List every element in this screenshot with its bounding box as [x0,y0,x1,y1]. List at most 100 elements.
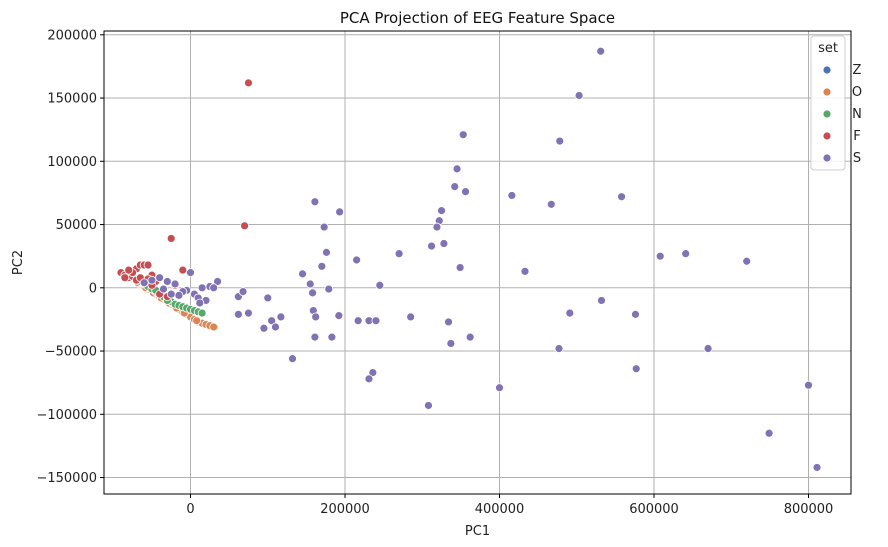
x-tick-label: 400000 [475,502,525,517]
data-point [427,241,436,251]
data-point [631,309,640,319]
grid [104,31,851,494]
legend-title: set [818,41,838,56]
data-point [742,256,752,266]
data-point [631,364,641,374]
data-point [681,249,691,259]
legend-label: N [852,107,862,122]
legend-marker [822,65,832,75]
data-point [371,316,381,326]
legend-marker [822,109,832,119]
data-point [147,275,157,285]
legend-marker [822,153,832,163]
data-point [271,322,280,332]
y-axis-ticks: −150000 −100000 −50000 0 50000 100000 150000 20… [36,28,104,486]
data-point [364,374,374,384]
data-point [458,130,468,140]
data-point [162,277,172,286]
data-point [234,309,243,319]
data-point [554,344,564,353]
data-point [319,222,329,232]
legend-box [810,35,846,171]
data-point [244,308,253,318]
data-point [375,280,385,290]
data-points [116,46,822,472]
data-point [322,247,331,257]
legend-label: F [853,129,860,144]
data-point [186,268,195,278]
y-tick-label: 0 [89,281,97,296]
data-point [298,269,307,279]
y-tick-label: 100000 [47,155,97,170]
data-point [311,312,321,322]
data-point [450,182,460,191]
data-point [195,298,205,308]
data-point [155,273,165,283]
x-tick-label: 600000 [629,502,679,517]
data-point [276,312,286,322]
data-point [238,287,248,296]
legend-marker [822,131,832,141]
chart-title: PCA Projection of EEG Feature Space [340,9,615,27]
data-point [597,296,606,305]
data-point [455,263,465,272]
data-point [461,187,470,197]
data-point [166,289,176,299]
data-point [555,136,565,146]
data-point [353,316,363,326]
data-point [617,192,626,202]
data-point [139,278,149,288]
data-point [166,234,176,243]
data-point [406,312,416,322]
data-point [764,428,774,438]
y-tick-label: −100000 [36,408,97,423]
data-point [317,261,327,271]
x-tick-label: 800000 [784,502,834,517]
data-point [574,91,584,100]
data-point [335,207,345,217]
x-tick-label: 0 [186,502,194,517]
data-point [124,265,134,275]
data-point [368,368,378,377]
data-point [703,344,713,353]
data-point [288,354,297,364]
y-tick-label: 150000 [47,92,97,107]
series-s [139,46,822,472]
data-point [197,308,207,318]
data-point [308,288,317,298]
data-point [452,164,462,174]
data-point [324,284,334,294]
data-point [352,255,362,265]
y-axis-label: PC2 [11,250,26,275]
data-point [432,222,442,232]
data-point [327,332,337,342]
data-point [439,239,449,248]
data-point [310,332,320,342]
y-tick-label: 200000 [47,28,97,43]
x-axis-label: PC1 [465,524,490,539]
data-point [444,317,453,327]
data-point [655,251,665,261]
data-point [446,339,456,348]
data-point [495,383,504,393]
data-point [812,463,822,472]
data-point [159,284,168,294]
legend-label: O [852,85,862,100]
data-point [334,311,344,321]
x-axis-ticks: 0 200000 400000 600000 800000 [186,494,833,517]
data-point [437,206,446,216]
data-point [120,273,130,283]
legend-marker [822,87,832,97]
data-point [178,265,188,275]
legend-label: S [853,151,861,166]
data-point [546,199,556,209]
data-point [209,322,219,332]
data-point [596,46,606,56]
data-point [263,293,273,303]
data-point [174,290,184,300]
plot-frame [103,30,852,495]
data-point [213,277,222,286]
data-point [565,308,575,318]
